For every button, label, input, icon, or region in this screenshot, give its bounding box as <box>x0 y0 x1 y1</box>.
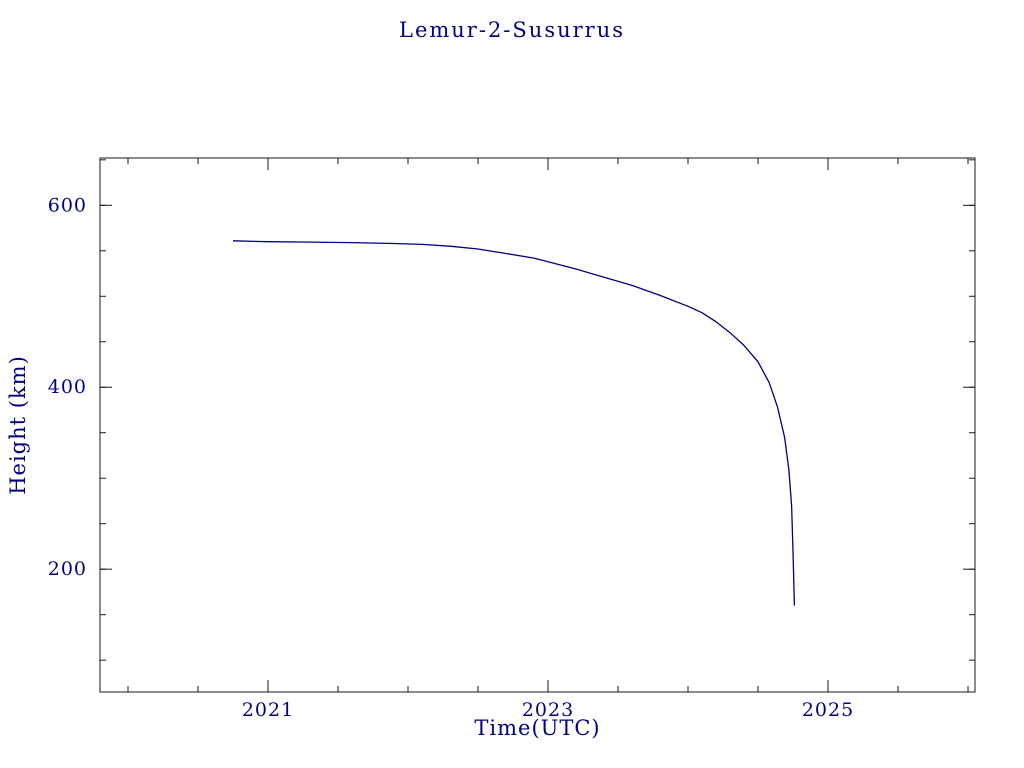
y-axis-label-text: Height (km) <box>6 355 30 495</box>
y-tick-label: 200 <box>48 558 87 580</box>
y-tick-label: 600 <box>48 194 87 216</box>
x-tick-label: 2021 <box>242 699 294 721</box>
x-axis-label: Time(UTC) <box>474 716 601 740</box>
x-tick-label: 2025 <box>802 699 854 721</box>
height-curve <box>232 240 796 606</box>
plot-frame <box>99 157 976 693</box>
y-tick-label: 400 <box>48 376 87 398</box>
x-tick-label: 2023 <box>522 699 574 721</box>
chart-title: Lemur-2-Susurrus <box>399 18 625 42</box>
